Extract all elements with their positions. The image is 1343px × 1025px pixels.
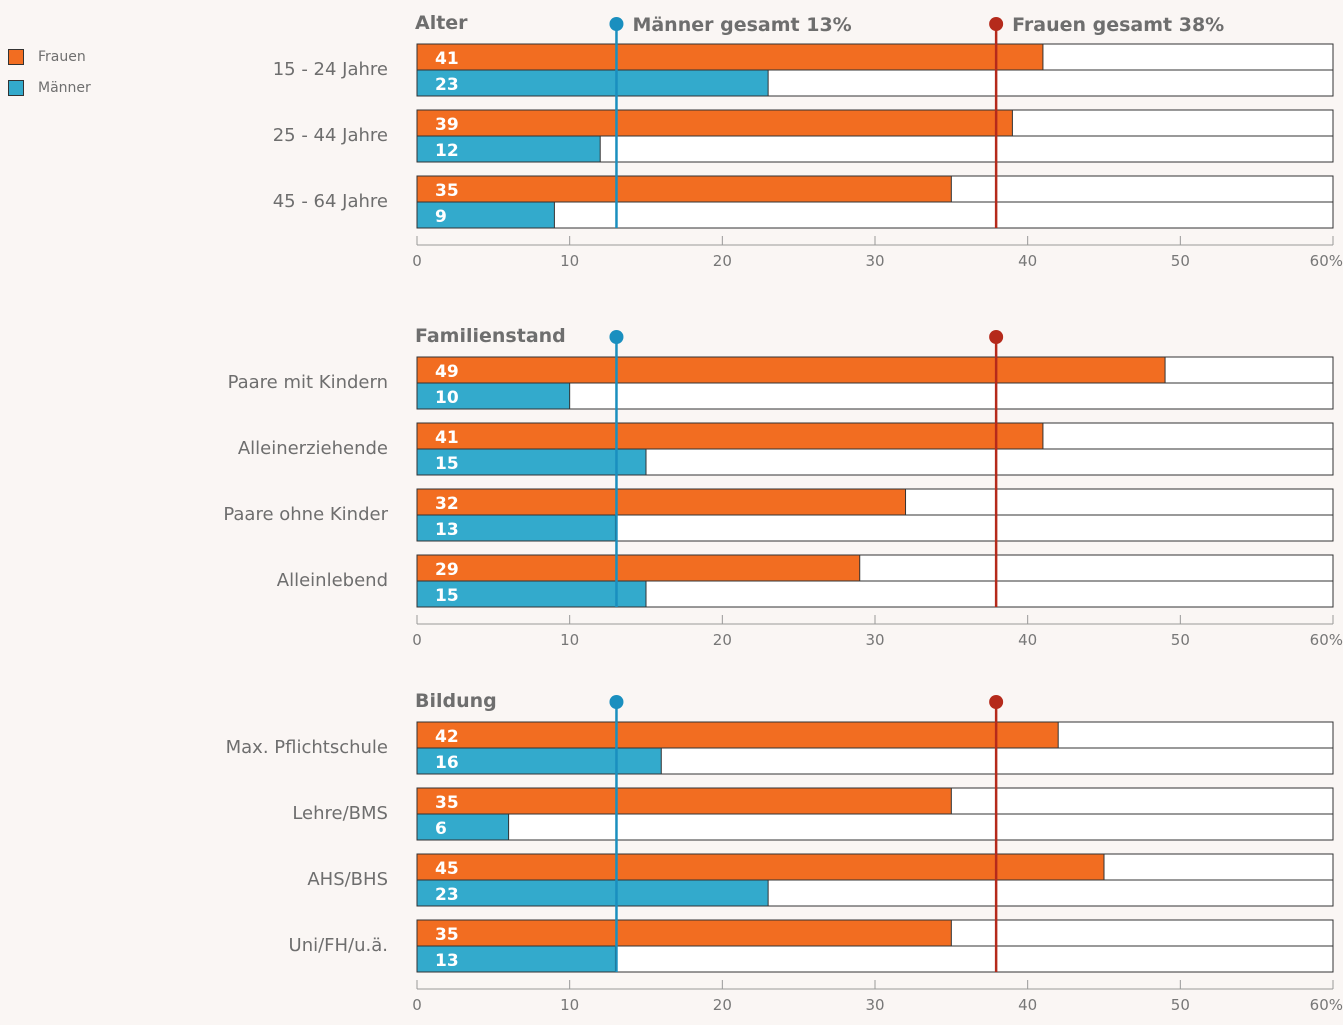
bar-maenner: [416, 580, 647, 608]
category-label: Paare ohne Kinder: [223, 504, 388, 525]
x-tick-label: 30: [865, 996, 884, 1014]
legend-label-maenner: Männer: [38, 80, 91, 96]
bar-maenner: [416, 945, 616, 973]
data-label: 35: [435, 181, 459, 201]
data-label: 13: [435, 951, 459, 971]
category-label: 15 - 24 Jahre: [273, 59, 388, 80]
bar-track: [416, 201, 1334, 229]
x-tick-label: 0: [412, 996, 422, 1014]
reference-dot-maenner: [609, 695, 624, 709]
reference-dot-maenner: [609, 330, 624, 344]
legend-swatch-frauen: [8, 49, 24, 65]
data-label: 10: [435, 388, 459, 408]
data-label: 13: [435, 520, 459, 540]
bar-maenner: [416, 135, 601, 163]
data-label: 29: [435, 560, 459, 580]
reference-dot-frauen: [989, 17, 1004, 31]
x-tick-label: 50: [1171, 631, 1190, 649]
data-label: 42: [435, 727, 459, 747]
x-tick-label: 60%: [1310, 631, 1343, 649]
x-tick-label: 60%: [1310, 252, 1343, 270]
data-label: 6: [435, 819, 447, 839]
bar-maenner: [416, 747, 662, 775]
x-tick-label: 20: [713, 996, 732, 1014]
bar-frauen: [416, 853, 1105, 881]
category-label: Uni/FH/u.ä.: [289, 935, 388, 956]
bar-frauen: [416, 175, 952, 203]
data-label: 49: [435, 362, 459, 382]
bar-track: [416, 813, 1334, 841]
data-label: 16: [435, 753, 459, 773]
bar-frauen: [416, 43, 1044, 71]
x-tick-label: 60%: [1310, 996, 1343, 1014]
legend-item-frauen: Frauen: [8, 46, 91, 68]
x-tick-label: 50: [1171, 252, 1190, 270]
bar-frauen: [416, 109, 1013, 137]
bar-frauen: [416, 356, 1166, 384]
x-tick-label: 40: [1018, 631, 1037, 649]
x-tick-label: 20: [713, 252, 732, 270]
category-label: AHS/BHS: [307, 869, 388, 890]
category-label: Paare mit Kindern: [228, 372, 388, 393]
category-label: 45 - 64 Jahre: [273, 191, 388, 212]
bar-frauen: [416, 721, 1059, 749]
x-tick-label: 30: [865, 631, 884, 649]
bar-maenner: [416, 201, 555, 229]
x-tick-label: 0: [412, 631, 422, 649]
data-label: 41: [435, 49, 459, 69]
x-tick-label: 0: [412, 252, 422, 270]
panel-title: Bildung: [415, 690, 497, 712]
x-tick-label: 40: [1018, 996, 1037, 1014]
data-label: 35: [435, 793, 459, 813]
reference-dot-frauen: [989, 330, 1004, 344]
bar-maenner: [416, 813, 510, 841]
reference-dot-maenner: [609, 17, 624, 31]
reference-label-maenner: Männer gesamt 13%: [632, 14, 851, 36]
data-label: 41: [435, 428, 459, 448]
x-tick-label: 30: [865, 252, 884, 270]
data-label: 23: [435, 885, 459, 905]
data-label: 32: [435, 494, 459, 514]
data-label: 35: [435, 925, 459, 945]
panel-title: Alter: [415, 12, 468, 34]
category-label: Lehre/BMS: [292, 803, 388, 824]
data-label: 9: [435, 207, 447, 227]
data-label: 15: [435, 454, 459, 474]
bar-frauen: [416, 919, 952, 947]
data-label: 45: [435, 859, 459, 879]
category-label: 25 - 44 Jahre: [273, 125, 388, 146]
x-tick-label: 50: [1171, 996, 1190, 1014]
data-label: 15: [435, 586, 459, 606]
legend-label-frauen: Frauen: [38, 49, 86, 65]
x-tick-label: 20: [713, 631, 732, 649]
legend-item-maenner: Männer: [8, 77, 91, 99]
bar-maenner: [416, 879, 769, 907]
legend-swatch-maenner: [8, 80, 24, 96]
bar-maenner: [416, 514, 616, 542]
category-label: Alleinerziehende: [238, 438, 388, 459]
legend: Frauen Männer: [8, 46, 91, 108]
x-tick-label: 10: [560, 631, 579, 649]
panel-title: Familienstand: [415, 325, 566, 347]
x-tick-label: 10: [560, 252, 579, 270]
bar-frauen: [416, 422, 1044, 450]
bar-frauen: [416, 787, 952, 815]
data-label: 23: [435, 75, 459, 95]
reference-label-frauen: Frauen gesamt 38%: [1012, 14, 1224, 36]
bar-frauen: [416, 488, 907, 516]
reference-dot-frauen: [989, 695, 1004, 709]
category-label: Max. Pflichtschule: [226, 737, 388, 758]
category-label: Alleinlebend: [277, 570, 388, 591]
bar-maenner: [416, 382, 571, 410]
bar-maenner: [416, 69, 769, 97]
bar-maenner: [416, 448, 647, 476]
bar-frauen: [416, 554, 861, 582]
data-label: 12: [435, 141, 459, 161]
x-tick-label: 10: [560, 996, 579, 1014]
data-label: 39: [435, 115, 459, 135]
x-tick-label: 40: [1018, 252, 1037, 270]
